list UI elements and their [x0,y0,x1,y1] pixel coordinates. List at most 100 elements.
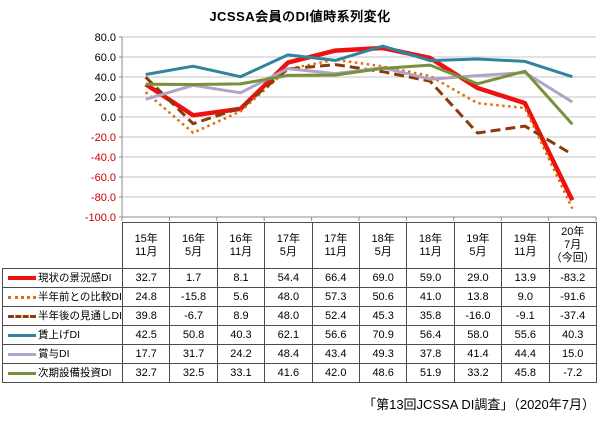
value-cell: 45.3 [358,306,408,326]
value-cell: 69.0 [358,268,408,288]
value-cell: 48.6 [358,363,408,383]
y-axis-label: -40.0 [91,152,116,164]
series-label-cell: 半年後の見通しDI [2,306,123,326]
value-cell: 32.7 [121,363,171,383]
value-cell: 40.3 [216,325,266,345]
series-line-3 [145,44,573,79]
value-cell: 13.9 [501,268,550,288]
value-cell: 35.8 [406,306,455,326]
legend-line-icon [8,276,36,280]
value-cell: 48.0 [264,306,313,326]
value-cell: 42.0 [311,363,360,383]
value-cell: 24.8 [121,287,171,307]
value-cell: -16.0 [453,306,503,326]
table-row: 半年後の見通しDI 39.8 -6.7 8.9 48.0 52.4 45.3 35.8 -16.… [2,306,597,326]
value-cell: 50.8 [169,325,218,345]
y-axis-label: 40.0 [95,72,116,84]
y-axis-label: 80.0 [95,32,116,44]
series-line-0 [144,45,575,202]
value-cell: 62.1 [264,325,313,345]
value-cell: 39.8 [121,306,171,326]
value-cell: 70.9 [358,325,408,345]
series-name: 賞与DI [38,347,70,360]
legend-line-icon [8,371,36,375]
value-cell: 41.0 [406,287,455,307]
period-header-cell: 15年 11月 [121,222,171,269]
period-header-cell: 19年 11月 [501,222,550,269]
value-cell: 32.7 [121,268,171,288]
series-name: 次期設備投資DI [38,366,112,379]
value-cell: 8.9 [216,306,266,326]
y-axis-label: -20.0 [91,132,116,144]
value-cell: -91.6 [548,287,597,307]
series-label-cell: 半年前との比較DI [2,287,123,307]
value-cell: -7.2 [548,363,597,383]
table-corner-blank [3,223,123,269]
y-axis-label: 0.0 [101,112,116,124]
value-cell: 29.0 [453,268,503,288]
period-header-cell: 18年 11月 [406,222,455,269]
value-cell: 40.3 [548,325,597,345]
value-cell: 41.4 [453,344,503,364]
source-caption: 「第13回JCSSA DI調査」（2020年7月） [363,397,595,412]
period-header-cell: 17年 11月 [311,222,360,269]
value-cell: -9.1 [501,306,550,326]
series-name: 賃上げDI [38,328,80,341]
value-cell: 24.2 [216,344,266,364]
value-cell: 1.7 [169,268,218,288]
series-line-1 [144,58,574,210]
y-axis-label: -100.0 [85,212,116,224]
value-cell: 15.0 [548,344,597,364]
value-cell: 9.0 [501,287,550,307]
chart-title: JCSSA会員のDI値時系列変化 [209,9,391,24]
value-cell: 37.8 [406,344,455,364]
value-cell: 50.6 [358,287,408,307]
value-cell: 31.7 [169,344,218,364]
value-cell: -83.2 [548,268,597,288]
value-cell: 33.2 [453,363,503,383]
value-cell: 52.4 [311,306,360,326]
value-cell: 48.0 [264,287,313,307]
value-cell: 55.6 [501,325,550,345]
value-cell: 42.5 [121,325,171,345]
value-cell: 45.8 [501,363,550,383]
period-header-cell: 16年 11月 [216,222,266,269]
series-label-cell: 賃上げDI [2,325,123,345]
table-row: 次期設備投資DI 32.7 32.5 33.1 41.6 42.0 48.6 51.9 33.2… [2,363,597,383]
period-header-cell: 18年 5月 [358,222,408,269]
value-cell: -37.4 [548,306,597,326]
period-header-cell: 20年 7月 （今回） [548,222,597,269]
value-cell: 48.4 [264,344,313,364]
period-header-cell: 19年 5月 [453,222,503,269]
value-cell: 13.8 [453,287,503,307]
series-line-2 [144,63,574,156]
value-cell: 8.1 [216,268,266,288]
line-chart-plot: 80.0 60.0 40.0 20.0 0.0 -20.0 -40.0 -60.0 -80.0 -… [85,32,597,224]
value-cell: 54.4 [264,268,313,288]
value-cell: -15.8 [169,287,218,307]
legend-line-icon [8,295,36,299]
legend-line-icon [8,333,36,337]
value-cell: 59.0 [406,268,455,288]
series-label-cell: 現状の景況感DI [2,268,123,288]
value-cell: 56.4 [406,325,455,345]
data-table: 15年 11月 16年 5月 16年 11月 17年 5月 17年 11月 18年 5月 1… [2,222,597,383]
legend-line-icon [8,314,36,318]
period-header-cell: 17年 5月 [264,222,313,269]
table-row: 賞与DI 17.7 31.7 24.2 48.4 43.4 49.3 37.8 41.4 44.4… [2,344,597,364]
value-cell: 51.9 [406,363,455,383]
y-axis-label: -80.0 [91,192,116,204]
value-cell: 57.3 [311,287,360,307]
y-axis-label: -60.0 [91,172,116,184]
value-cell: 32.5 [169,363,218,383]
series-label-cell: 賞与DI [2,344,123,364]
y-axis-label: 20.0 [95,92,116,104]
value-cell: 33.1 [216,363,266,383]
value-cell: 58.0 [453,325,503,345]
value-cell: 44.4 [501,344,550,364]
value-cell: 5.6 [216,287,266,307]
value-cell: 43.4 [311,344,360,364]
table-header-row: 15年 11月 16年 5月 16年 11月 17年 5月 17年 11月 18年 5月 1… [3,222,597,269]
table-row: 現状の景況感DI 32.7 1.7 8.1 54.4 66.4 69.0 59.0 29.0 13… [2,268,597,288]
